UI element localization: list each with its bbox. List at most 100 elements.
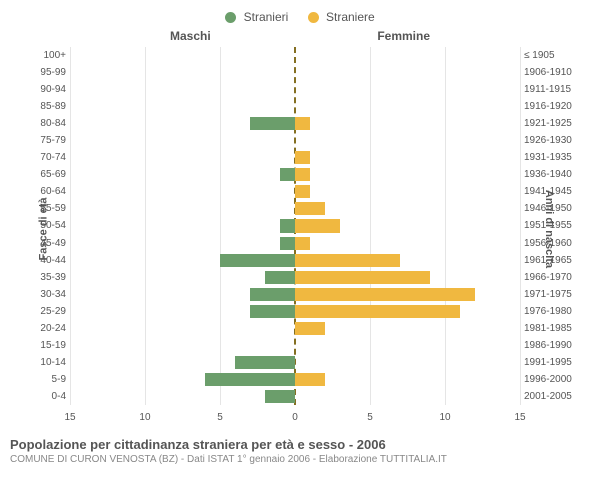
- age-label: 5-9: [30, 371, 66, 388]
- age-row: 60-641941-1945: [70, 183, 520, 200]
- bar-area: [70, 151, 520, 164]
- age-label: 80-84: [30, 115, 66, 132]
- bar-male: [265, 390, 295, 403]
- footer: Popolazione per cittadinanza straniera p…: [10, 437, 590, 465]
- bar-area: [70, 305, 520, 318]
- age-row: 25-291976-1980: [70, 303, 520, 320]
- age-row: 50-541951-1955: [70, 217, 520, 234]
- x-tick: 10: [439, 412, 450, 423]
- header-male: Maschi: [170, 29, 211, 43]
- age-row: 35-391966-1970: [70, 269, 520, 286]
- bar-female: [295, 151, 310, 164]
- x-tick: 5: [367, 412, 373, 423]
- legend: Stranieri Straniere: [10, 10, 590, 24]
- bar-male: [280, 168, 295, 181]
- legend-label-male: Stranieri: [244, 10, 289, 24]
- bar-area: [70, 271, 520, 284]
- birth-label: 1976-1980: [524, 303, 580, 320]
- age-row: 55-591946-1950: [70, 200, 520, 217]
- bar-male: [220, 254, 295, 267]
- bar-area: [70, 185, 520, 198]
- birth-label: 1936-1940: [524, 166, 580, 183]
- legend-swatch-female: [308, 12, 319, 23]
- bar-area: [70, 339, 520, 352]
- bar-female: [295, 254, 400, 267]
- birth-label: 1961-1965: [524, 252, 580, 269]
- legend-label-female: Straniere: [326, 10, 375, 24]
- bar-area: [70, 202, 520, 215]
- bar-area: [70, 373, 520, 386]
- grid-line: [520, 47, 521, 405]
- birth-label: 1916-1920: [524, 98, 580, 115]
- age-row: 65-691936-1940: [70, 166, 520, 183]
- legend-swatch-male: [225, 12, 236, 23]
- bar-female: [295, 237, 310, 250]
- age-row: 90-941911-1915: [70, 81, 520, 98]
- age-label: 15-19: [30, 337, 66, 354]
- birth-label: 1941-1945: [524, 183, 580, 200]
- legend-male: Stranieri: [225, 10, 288, 24]
- age-label: 100+: [30, 47, 66, 64]
- footer-title: Popolazione per cittadinanza straniera p…: [10, 437, 590, 452]
- footer-subtitle: COMUNE DI CURON VENOSTA (BZ) - Dati ISTA…: [10, 454, 590, 465]
- bar-area: [70, 117, 520, 130]
- x-tick: 10: [139, 412, 150, 423]
- bar-area: [70, 83, 520, 96]
- bar-female: [295, 288, 475, 301]
- birth-label: 1921-1925: [524, 115, 580, 132]
- birth-label: 1926-1930: [524, 132, 580, 149]
- age-label: 20-24: [30, 320, 66, 337]
- age-label: 50-54: [30, 217, 66, 234]
- bar-area: [70, 134, 520, 147]
- birth-label: ≤ 1905: [524, 47, 580, 64]
- header-female: Femmine: [377, 29, 430, 43]
- age-label: 45-49: [30, 235, 66, 252]
- x-tick: 15: [64, 412, 75, 423]
- bar-male: [265, 271, 295, 284]
- age-label: 0-4: [30, 388, 66, 405]
- bar-female: [295, 219, 340, 232]
- birth-label: 1996-2000: [524, 371, 580, 388]
- bar-female: [295, 373, 325, 386]
- birth-label: 1966-1970: [524, 269, 580, 286]
- age-label: 65-69: [30, 166, 66, 183]
- bar-male: [250, 288, 295, 301]
- age-row: 0-42001-2005: [70, 388, 520, 405]
- age-row: 95-991906-1910: [70, 64, 520, 81]
- chart: Maschi Femmine Fasce di età Anni di nasc…: [10, 29, 590, 429]
- age-row: 5-91996-2000: [70, 371, 520, 388]
- bar-male: [235, 356, 295, 369]
- bar-female: [295, 305, 460, 318]
- age-label: 95-99: [30, 64, 66, 81]
- bar-male: [250, 117, 295, 130]
- birth-label: 1986-1990: [524, 337, 580, 354]
- birth-label: 1991-1995: [524, 354, 580, 371]
- x-tick: 0: [292, 412, 298, 423]
- birth-label: 1931-1935: [524, 149, 580, 166]
- birth-label: 1946-1950: [524, 200, 580, 217]
- bar-male: [250, 305, 295, 318]
- age-label: 60-64: [30, 183, 66, 200]
- birth-label: 1971-1975: [524, 286, 580, 303]
- bar-female: [295, 117, 310, 130]
- birth-label: 1906-1910: [524, 64, 580, 81]
- bar-male: [280, 219, 295, 232]
- age-row: 45-491956-1960: [70, 235, 520, 252]
- bar-area: [70, 49, 520, 62]
- age-row: 40-441961-1965: [70, 252, 520, 269]
- age-label: 85-89: [30, 98, 66, 115]
- age-row: 70-741931-1935: [70, 149, 520, 166]
- age-row: 100+≤ 1905: [70, 47, 520, 64]
- bar-area: [70, 356, 520, 369]
- age-label: 40-44: [30, 252, 66, 269]
- age-row: 10-141991-1995: [70, 354, 520, 371]
- x-tick: 5: [217, 412, 223, 423]
- bar-area: [70, 168, 520, 181]
- legend-female: Straniere: [308, 10, 375, 24]
- age-label: 35-39: [30, 269, 66, 286]
- birth-label: 1951-1955: [524, 217, 580, 234]
- x-tick: 15: [514, 412, 525, 423]
- bar-female: [295, 202, 325, 215]
- bar-female: [295, 322, 325, 335]
- bar-female: [295, 271, 430, 284]
